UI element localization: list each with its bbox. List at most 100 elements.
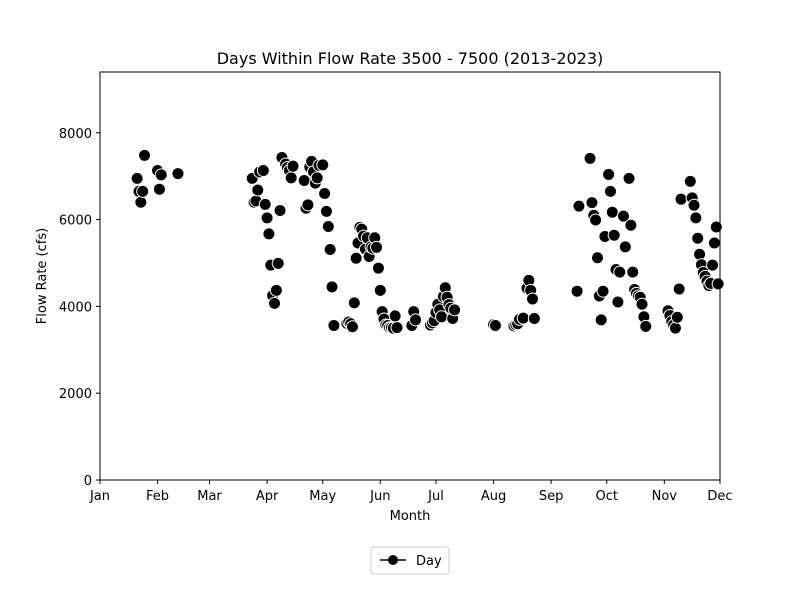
x-tick-label: Jan xyxy=(89,489,110,504)
data-point xyxy=(635,297,649,311)
data-point xyxy=(590,251,604,265)
data-point xyxy=(709,220,723,234)
data-point xyxy=(321,220,335,234)
x-tick-label: Jun xyxy=(369,489,390,504)
y-axis: 0 2000 4000 6000 8000 xyxy=(59,127,100,489)
data-point xyxy=(327,318,341,332)
data-point xyxy=(136,184,150,198)
x-axis: Jan Feb Mar Apr May Jun Jul Aug Sep Oct Nov Dec xyxy=(89,480,733,504)
data-point xyxy=(605,205,619,219)
data-point xyxy=(286,159,300,173)
x-tick-label: Feb xyxy=(146,489,169,504)
data-point xyxy=(707,236,721,250)
data-point xyxy=(618,240,632,254)
data-point xyxy=(613,265,627,279)
data-point xyxy=(589,213,603,227)
data-point xyxy=(373,283,387,297)
y-tick-label: 0 xyxy=(84,474,92,489)
data-point xyxy=(639,319,653,333)
data-point xyxy=(672,282,686,296)
data-point xyxy=(316,158,330,172)
data-point xyxy=(130,171,144,185)
x-tick-label: Mar xyxy=(197,489,222,504)
data-point xyxy=(325,280,339,294)
data-point xyxy=(435,310,449,324)
data-point xyxy=(262,227,276,241)
data-point xyxy=(388,309,402,323)
data-point xyxy=(152,182,166,196)
x-tick-label: Aug xyxy=(481,489,506,504)
plot-frame xyxy=(99,71,721,481)
data-point xyxy=(267,296,281,310)
data-point xyxy=(596,284,610,298)
data-point xyxy=(171,167,185,181)
data-point xyxy=(134,195,148,209)
data-point xyxy=(260,211,274,225)
data-point xyxy=(319,204,333,218)
data-point xyxy=(616,209,630,223)
data-point xyxy=(691,231,705,245)
data-point xyxy=(273,203,287,217)
y-tick-label: 8000 xyxy=(59,127,92,142)
data-point xyxy=(611,295,625,309)
x-tick-label: Oct xyxy=(596,489,618,504)
x-tick-label: Nov xyxy=(652,489,678,504)
data-point xyxy=(488,318,502,332)
legend-marker xyxy=(388,555,398,565)
data-point xyxy=(570,284,584,298)
x-tick-label: Sep xyxy=(539,489,564,504)
data-point xyxy=(670,310,684,324)
data-point xyxy=(683,174,697,188)
data-point xyxy=(371,261,385,275)
x-axis-label: Month xyxy=(390,509,431,524)
x-tick-label: Apr xyxy=(256,489,279,504)
data-point xyxy=(607,228,621,242)
data-point xyxy=(349,251,363,265)
data-point xyxy=(603,184,617,198)
data-point xyxy=(448,303,462,317)
data-point xyxy=(251,183,265,197)
data-point xyxy=(687,198,701,212)
data-point xyxy=(706,258,720,272)
data-point xyxy=(284,171,298,185)
data-point xyxy=(622,171,636,185)
legend-box xyxy=(370,546,450,575)
data-point xyxy=(527,312,541,326)
data-point xyxy=(138,148,152,162)
data-point xyxy=(585,196,599,210)
data-point xyxy=(269,283,283,297)
data-point xyxy=(668,321,682,335)
x-tick-label: Jul xyxy=(427,489,444,504)
data-point xyxy=(390,321,404,335)
data-point xyxy=(370,240,384,254)
data-point xyxy=(310,171,324,185)
data-point xyxy=(711,277,725,291)
data-point xyxy=(345,320,359,334)
data-point xyxy=(526,292,540,306)
data-point xyxy=(624,218,638,232)
data-point xyxy=(301,198,315,212)
y-tick-label: 6000 xyxy=(59,214,92,229)
x-tick-label: Dec xyxy=(707,489,732,504)
x-tick-label: May xyxy=(309,489,336,504)
data-point xyxy=(572,199,586,213)
data-point xyxy=(516,311,530,325)
y-tick-label: 2000 xyxy=(59,387,92,402)
data-point xyxy=(602,167,616,181)
data-point xyxy=(626,265,640,279)
data-point xyxy=(594,313,608,327)
data-point xyxy=(256,164,270,178)
data-point xyxy=(689,211,703,225)
legend: Day xyxy=(370,546,450,575)
data-point xyxy=(297,174,311,188)
data-point xyxy=(258,197,272,211)
y-axis-label: Flow Rate (cfs) xyxy=(35,228,50,324)
data-point xyxy=(409,313,423,327)
data-point xyxy=(323,243,337,257)
points-layer xyxy=(130,148,725,335)
data-point xyxy=(318,187,332,201)
legend-label-day: Day xyxy=(416,554,442,569)
chart-title: Days Within Flow Rate 3500 - 7500 (2013-… xyxy=(217,49,604,68)
data-point xyxy=(154,168,168,182)
